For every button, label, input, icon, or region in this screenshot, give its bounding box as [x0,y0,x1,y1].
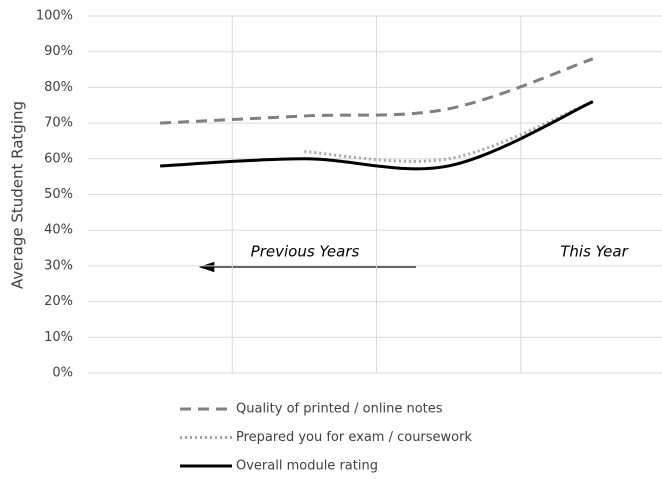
y-tick-label: 40% [44,223,73,238]
y-tick-label: 30% [44,258,73,273]
legend-label: Quality of printed / online notes [236,402,443,417]
line-series [160,100,594,171]
line-series [160,57,594,125]
y-tick-label: 100% [36,9,73,24]
legend-label: Overall module rating [236,459,378,474]
y-tick-label: 0% [52,366,73,381]
y-axis-label: Average Student Ratging [9,101,27,289]
y-tick-label: 80% [44,80,73,95]
legend-label: Prepared you for exam / coursework [236,430,472,445]
y-tick-label: 90% [44,44,73,59]
y-tick-label: 50% [44,187,73,202]
line-series [304,100,594,163]
annotation: This Year [560,243,628,261]
y-tick-label: 20% [44,294,73,309]
annotation: Previous Years [251,243,360,261]
y-tick-label: 10% [44,330,73,345]
y-tick-label: 60% [44,151,73,166]
y-tick-label: 70% [44,116,73,131]
